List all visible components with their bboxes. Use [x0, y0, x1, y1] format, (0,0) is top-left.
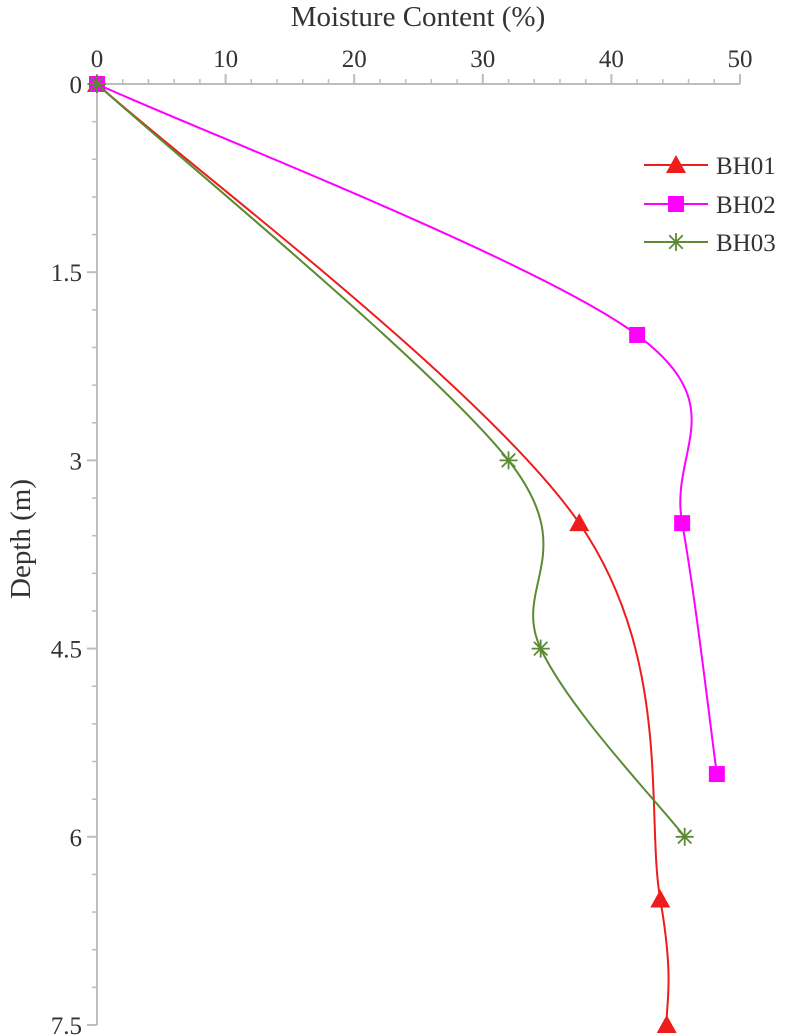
series-line-bh01: [96, 83, 670, 1026]
data-point-bh01: [656, 1015, 677, 1033]
legend-marker-bh01: [666, 155, 686, 173]
legend-label-bh01: BH01: [716, 153, 776, 180]
y-tick-label: 0: [70, 72, 83, 99]
y-tick-label: 7.5: [51, 1013, 82, 1036]
data-point-bh01: [650, 889, 671, 908]
data-point-bh03: [531, 639, 550, 658]
data-point-bh02: [629, 326, 646, 343]
axes: 0 10 20 30 40 50 0 1.5 3 4.5 6 7.5: [51, 46, 753, 1036]
series-line-bh03: [96, 83, 686, 838]
legend-marker-bh02: [668, 196, 684, 212]
legend-label-bh03: BH03: [716, 230, 776, 257]
series-bh01: [87, 74, 677, 1033]
data-point-bh02: [674, 515, 691, 532]
x-tick-label: 10: [213, 46, 238, 73]
legend-item-bh02: BH02: [644, 192, 776, 219]
data-point-bh02: [708, 766, 725, 783]
legend-label-bh02: BH02: [716, 192, 776, 219]
series-layer: [87, 74, 725, 1033]
data-point-bh03: [88, 75, 106, 93]
x-tick-label: 50: [728, 46, 753, 73]
data-point-bh03: [675, 827, 694, 846]
legend-marker-bh03: [667, 233, 685, 251]
y-tick-label: 3: [70, 448, 83, 475]
y-tick-label: 4.5: [51, 637, 82, 664]
x-tick-label: 30: [470, 46, 495, 73]
x-tick-label: 20: [342, 46, 367, 73]
x-tick-label: 0: [91, 46, 104, 73]
series-bh03: [88, 75, 694, 846]
series-line-bh02: [96, 83, 718, 775]
legend: BH01 BH02 BH03: [644, 153, 776, 257]
y-tick-label: 1.5: [51, 260, 82, 287]
x-axis-title: Moisture Content (%): [291, 1, 546, 33]
y-axis-title: Depth (m): [5, 479, 37, 599]
data-point-bh01: [569, 513, 590, 532]
series-bh02: [89, 76, 725, 783]
legend-item-bh03: BH03: [644, 230, 776, 257]
data-point-bh03: [499, 451, 518, 470]
y-tick-label: 6: [70, 825, 83, 852]
legend-item-bh01: BH01: [644, 153, 776, 180]
x-tick-label: 40: [599, 46, 624, 73]
